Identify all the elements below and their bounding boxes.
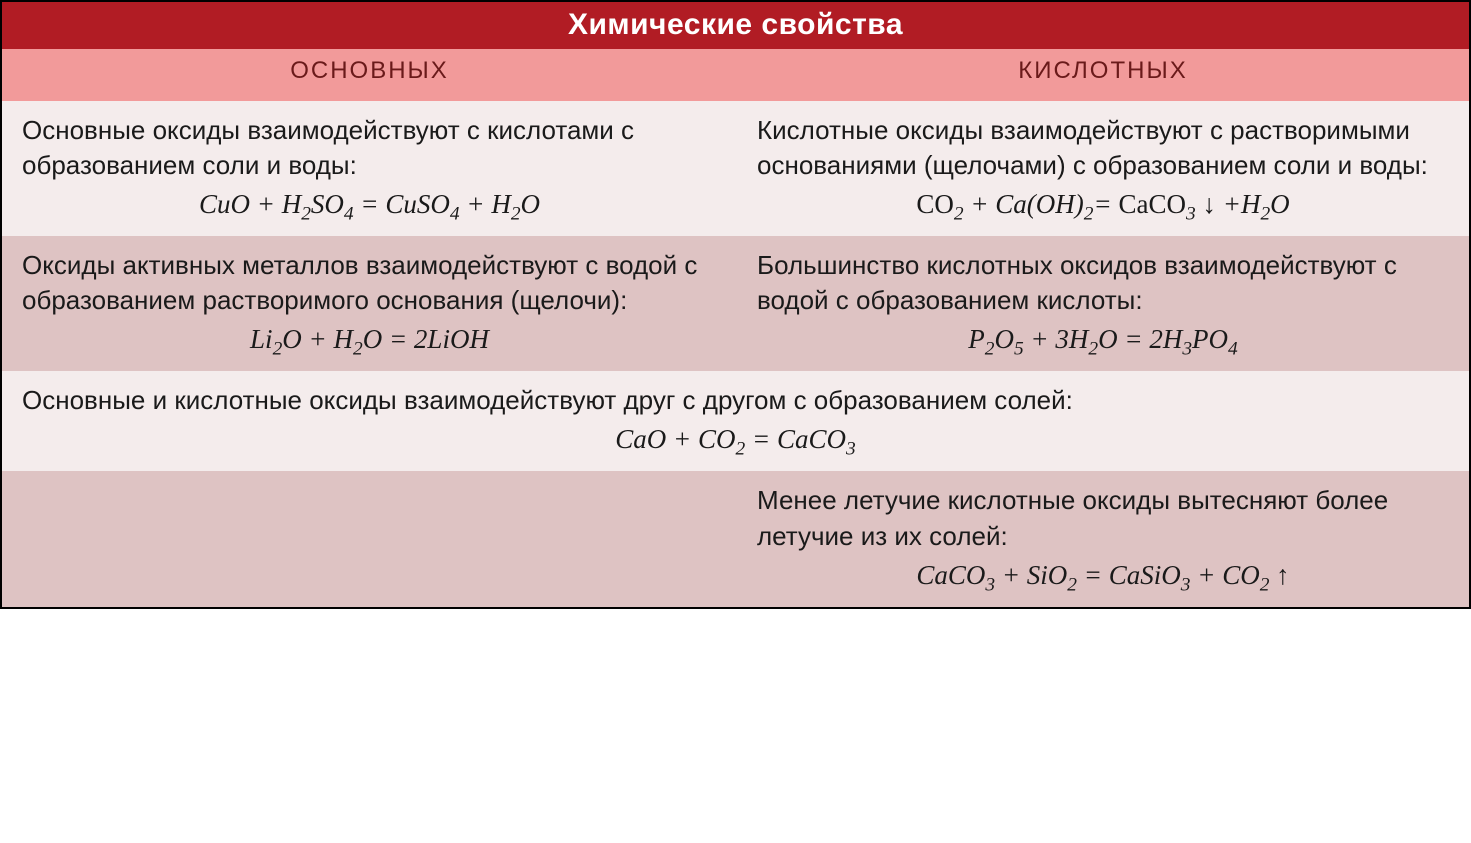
title-text: Химические свойства bbox=[568, 8, 903, 41]
title-row: Химические свойства bbox=[1, 1, 1470, 49]
table-row: Основные оксиды взаимодействуют с кислот… bbox=[1, 101, 1470, 236]
table-title: Химические свойства bbox=[1, 1, 1470, 49]
table-cell: Кислотные оксиды взаимодействуют с раств… bbox=[737, 101, 1470, 236]
chemical-equation: Li2O + H2O = 2LiOH bbox=[22, 324, 717, 355]
chemical-equation: CaCO3 + SiO2 = CaSiO3 + CO2 ↑ bbox=[757, 560, 1449, 591]
table-cell: Большинство кислотных оксидов взаимодейс… bbox=[737, 236, 1470, 371]
table-cell: Основные и кислотные оксиды взаимодейств… bbox=[1, 371, 1470, 471]
subhead-left: ОСНОВНЫХ bbox=[1, 49, 737, 101]
chemical-equation: CaO + CO2 = CaCO3 bbox=[22, 424, 1449, 455]
table-row: Оксиды активных металлов взаимодействуют… bbox=[1, 236, 1470, 371]
cell-description: Основные и кислотные оксиды взаимодейств… bbox=[22, 383, 1449, 418]
chemical-equation: P2O5 + 3H2O = 2H3PO4 bbox=[757, 324, 1449, 355]
table-cell: Основные оксиды взаимодействуют с кислот… bbox=[1, 101, 737, 236]
table-cell: Менее летучие кислотные оксиды вытесняют… bbox=[737, 471, 1470, 607]
cell-description: Основные оксиды взаимодействуют с кислот… bbox=[22, 113, 717, 183]
table-cell: Оксиды активных металлов взаимодействуют… bbox=[1, 236, 737, 371]
table-cell bbox=[1, 471, 737, 607]
chemistry-properties-table: Химические свойства ОСНОВНЫХ КИСЛОТНЫХ О… bbox=[0, 0, 1471, 609]
subhead-right: КИСЛОТНЫХ bbox=[737, 49, 1470, 101]
cell-description: Оксиды активных металлов взаимодействуют… bbox=[22, 248, 717, 318]
table-row: Основные и кислотные оксиды взаимодейств… bbox=[1, 371, 1470, 471]
subhead-row: ОСНОВНЫХ КИСЛОТНЫХ bbox=[1, 49, 1470, 101]
chemical-equation: CO2 + Ca(OH)2= CaCO3 ↓ +H2O bbox=[757, 189, 1449, 220]
table-row: Менее летучие кислотные оксиды вытесняют… bbox=[1, 471, 1470, 607]
cell-description: Менее летучие кислотные оксиды вытесняют… bbox=[757, 483, 1449, 553]
chemical-equation: CuO + H2SO4 = CuSO4 + H2O bbox=[22, 189, 717, 220]
cell-description: Большинство кислотных оксидов взаимодейс… bbox=[757, 248, 1449, 318]
cell-description: Кислотные оксиды взаимодействуют с раств… bbox=[757, 113, 1449, 183]
